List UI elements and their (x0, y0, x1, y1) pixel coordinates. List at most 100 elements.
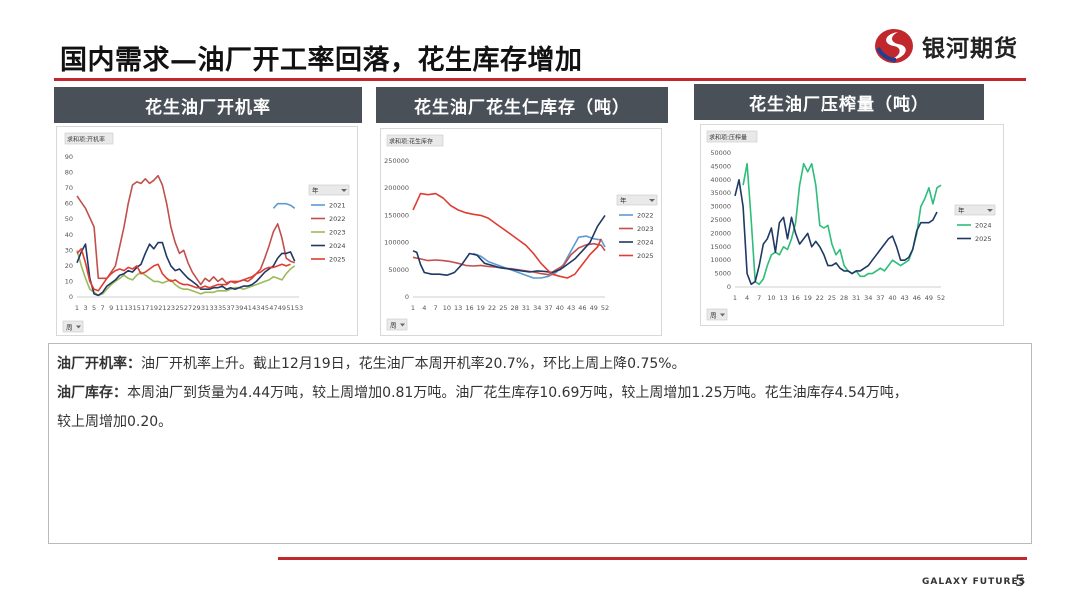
series-line-2024 (76, 241, 296, 297)
legend-label: 2025 (329, 255, 346, 263)
x-tick-label: 29 (192, 304, 200, 312)
chevron-down-icon (649, 199, 655, 202)
x-tick-label: 13 (454, 304, 462, 312)
y-tick-label: 50000 (710, 149, 731, 157)
page-title: 国内需求—油厂开工率回落，花生库存增加 (60, 45, 583, 76)
y-tick-label: 5000 (714, 270, 731, 278)
y-tick-label: 200000 (384, 184, 409, 192)
galaxy-logo-icon (875, 29, 913, 63)
chart-kernel-stock: 求和项:花生库存 0 50000 100000 150000 200000 250000 1 4… (380, 128, 662, 336)
y-tick-label: 50 (65, 215, 73, 223)
brand-logo: 银河期货 (872, 26, 1018, 66)
series-line-2025 (76, 248, 291, 292)
y-tick-label: 20 (65, 262, 73, 270)
series-line-2021 (272, 202, 296, 209)
series-line-2025 (734, 179, 938, 286)
legend-label: 2024 (975, 221, 992, 229)
x-tick-label: 19 (804, 294, 812, 302)
y-tick-label: 60 (65, 200, 73, 208)
x-tick-label: 45 (261, 304, 269, 312)
x-tick-label: 28 (840, 294, 848, 302)
brand-name: 银河期货 (922, 36, 1018, 62)
x-tick-label: 43 (567, 304, 575, 312)
x-tick-label: 47 (269, 304, 277, 312)
chart-crush-volume: 求和项:压榨量 0 5000 10000 15000 20000 25000 30000 350… (700, 124, 1004, 326)
x-tick-label: 34 (533, 304, 541, 312)
chevron-down-icon (720, 313, 725, 317)
y-tick-label: 80 (65, 169, 73, 177)
legend-title: 年 (620, 196, 627, 205)
x-tick-label: 1 (75, 304, 79, 312)
x-tick-label: 3 (83, 304, 87, 312)
chart-operating-rate: 求和项:开机率 0 10 20 30 40 50 60 70 80 90 1 3 5 7 9 11 13 15 17 1… (56, 126, 358, 336)
y-tick-label: 15000 (710, 243, 731, 251)
x-tick-label: 4 (422, 304, 426, 312)
x-tick-label: 51 (286, 304, 294, 312)
x-tick-label: 21 (158, 304, 166, 312)
inventory-label: 油厂库存： (57, 385, 127, 401)
panel-header-crush-volume: 花生油厂压榨量（吨） (694, 84, 984, 120)
y-tick-label: 20000 (710, 229, 731, 237)
y-tick-label: 100000 (384, 239, 409, 247)
inventory-text: 本周油厂到货量为4.44万吨，较上周增加0.81万吨。油厂花生库存10.69万吨… (127, 385, 908, 401)
legend-label: 2022 (637, 211, 654, 219)
y-tick-label: 25000 (710, 216, 731, 224)
footer-brand: GALAXY FUTURES (922, 577, 1027, 587)
commentary-line-1: 油厂开机率：油厂开机率上升。截止12月19日，花生油厂本周开机率20.7%，环比… (57, 350, 1023, 379)
chevron-down-icon (76, 325, 81, 329)
x-tick-label: 5 (92, 304, 96, 312)
y-tick-label: 30 (65, 246, 73, 254)
x-tick-label: 10 (767, 294, 775, 302)
axis-field-button-label: 周 (390, 321, 397, 329)
legend-label: 2022 (329, 215, 346, 223)
legend-title-bg (954, 204, 996, 216)
x-tick-label: 41 (244, 304, 252, 312)
y-tick-label: 0 (69, 293, 73, 301)
x-tick-label: 49 (925, 294, 933, 302)
x-tick-label: 31 (852, 294, 860, 302)
legend-title-bg (616, 194, 658, 206)
axis-field-button: 周 (386, 318, 408, 331)
axis-field-button: 周 (62, 320, 84, 333)
x-tick-label: 46 (578, 304, 586, 312)
series-line-2024 (742, 162, 942, 286)
y-tick-label: 150000 (384, 211, 409, 219)
chevron-down-icon (341, 189, 347, 192)
y-tick-label: 10000 (710, 256, 731, 264)
x-tick-label: 52 (937, 294, 945, 302)
x-tick-label: 37 (876, 294, 884, 302)
y-tick-label: 35000 (710, 189, 731, 197)
x-tick-label: 1 (411, 304, 415, 312)
x-tick-label: 25 (828, 294, 836, 302)
y-tick-label: 70 (65, 184, 73, 192)
y-tick-label: 30000 (710, 203, 731, 211)
x-tick-label: 19 (150, 304, 158, 312)
series-line-2023 (76, 250, 296, 297)
panel-header-operating-rate: 花生油厂开机率 (54, 87, 362, 123)
y-tick-label: 40000 (710, 176, 731, 184)
legend-label: 2025 (975, 235, 992, 243)
series-line-2025 (412, 192, 602, 279)
x-tick-label: 39 (235, 304, 243, 312)
y-tick-label: 40 (65, 231, 73, 239)
panel-header-kernel-stock: 花生油厂花生仁库存（吨） (376, 87, 668, 123)
x-tick-label: 31 (522, 304, 530, 312)
x-tick-label: 16 (465, 304, 473, 312)
x-tick-label: 22 (816, 294, 824, 302)
legend-label: 2023 (637, 225, 654, 233)
legend: 年 2024 2025 (954, 204, 996, 243)
x-tick-label: 15 (133, 304, 141, 312)
x-tick-label: 22 (488, 304, 496, 312)
x-tick-label: 33 (209, 304, 217, 312)
x-tick-label: 34 (864, 294, 872, 302)
commentary-line-3: 较上周增加0.20。 (57, 414, 173, 430)
field-tag: 求和项:开机率 (64, 132, 114, 145)
legend-label: 2021 (329, 201, 346, 209)
x-tick-label: 37 (227, 304, 235, 312)
series-line-2022 (472, 235, 606, 279)
footer-divider (278, 557, 1027, 560)
axis-field-button-label: 周 (66, 323, 73, 331)
y-tick-label: 50000 (388, 266, 409, 274)
x-tick-label: 7 (434, 304, 438, 312)
series-line-2022 (76, 174, 295, 286)
